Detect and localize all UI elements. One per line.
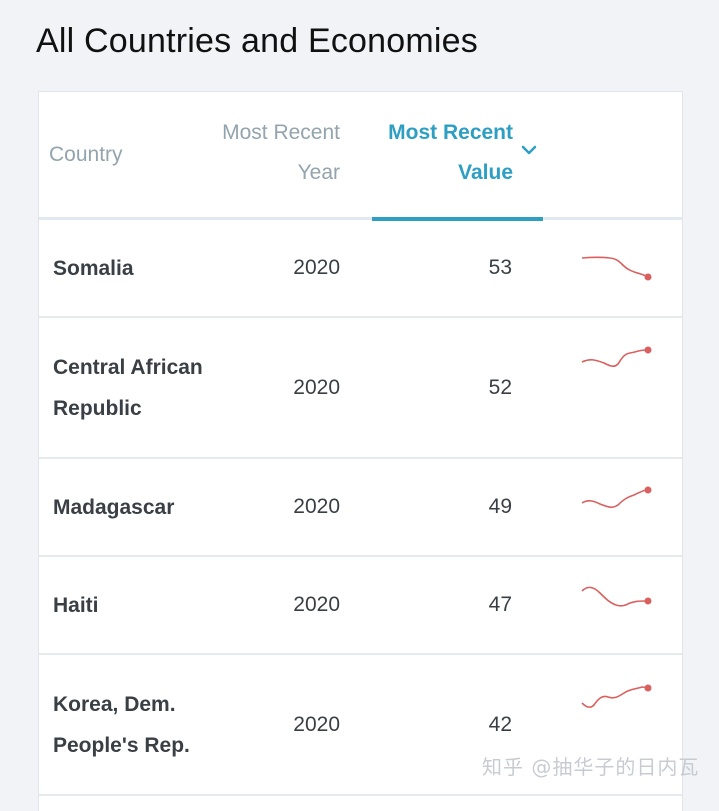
table-row[interactable]: Haiti 2020 47 — [39, 557, 682, 655]
most-recent-value: 42 — [488, 712, 512, 736]
country-name[interactable]: Madagascar — [53, 495, 175, 519]
page-title: All Countries and Economies — [36, 22, 478, 60]
most-recent-value: 47 — [488, 593, 512, 616]
country-name[interactable]: Somalia — [53, 256, 134, 280]
table-row[interactable]: Central African Republic 2020 52 — [39, 318, 682, 459]
trend-sparkline — [581, 586, 652, 607]
most-recent-value: 49 — [488, 495, 512, 518]
column-header-most-recent-year[interactable]: Most Recent Year — [222, 121, 340, 184]
trend-sparkline — [581, 684, 652, 708]
trend-sparkline — [581, 346, 652, 368]
table-row[interactable]: Somalia 2020 53 — [39, 220, 682, 318]
country-name[interactable]: Haiti — [53, 593, 99, 617]
country-name[interactable]: Central African Republic — [53, 355, 203, 420]
most-recent-year: 2020 — [293, 375, 340, 399]
watermark: 知乎 @抽华子的日内瓦 — [482, 755, 700, 779]
country-name[interactable]: Korea, Dem. People's Rep. — [53, 692, 190, 757]
trend-sparkline — [581, 486, 652, 509]
most-recent-year: 2020 — [293, 256, 340, 279]
column-header-country[interactable]: Country — [49, 142, 123, 166]
column-header-most-recent-value[interactable]: Most Recent Value — [372, 92, 543, 221]
most-recent-year: 2020 — [293, 712, 340, 736]
chevron-down-icon — [521, 145, 537, 155]
most-recent-value: 52 — [488, 375, 512, 399]
most-recent-year: 2020 — [293, 593, 340, 616]
table-header: Country Most Recent Year Most Recent Val… — [39, 92, 682, 221]
trend-sparkline — [581, 256, 652, 281]
table-row[interactable]: Madagascar 2020 49 — [39, 459, 682, 557]
column-header-most-recent-value-label: Most Recent Value — [388, 121, 513, 184]
most-recent-year: 2020 — [293, 495, 340, 518]
countries-table: Country Most Recent Year Most Recent Val… — [38, 91, 683, 811]
most-recent-value: 53 — [488, 256, 512, 279]
